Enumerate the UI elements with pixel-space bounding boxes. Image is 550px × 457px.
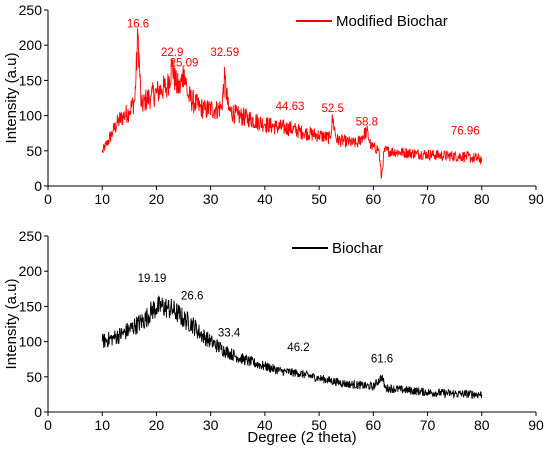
legend: Biochar (292, 240, 383, 257)
x-tick-label: 40 (257, 417, 273, 433)
peak-label: 32.59 (210, 47, 239, 59)
x-tick-label: 10 (94, 417, 110, 433)
y-tick-label: 200 (19, 37, 43, 53)
x-tick-label: 20 (149, 191, 165, 207)
y-tick-label: 100 (19, 108, 43, 124)
x-tick-label: 60 (366, 417, 382, 433)
x-tick-label: 0 (44, 417, 52, 433)
peak-label: 33.4 (218, 328, 241, 340)
x-tick-label: 30 (203, 191, 219, 207)
series-line-1 (101, 28, 483, 179)
x-tick-label: 80 (474, 417, 490, 433)
y-axis-title: Intensity (a.u) (3, 53, 20, 144)
x-tick-label: 90 (528, 191, 544, 207)
legend: Modified Biochar (296, 13, 448, 30)
y-axis-title: Intensity (a.u) (3, 279, 20, 370)
y-tick-label: 50 (26, 369, 42, 385)
peak-label: 44.63 (276, 101, 305, 113)
peak-label: 22.9 (161, 47, 183, 59)
y-tick-label: 250 (19, 228, 43, 244)
x-tick-label: 70 (420, 417, 436, 433)
peak-label: 61.6 (371, 354, 393, 366)
x-tick-label: 30 (203, 417, 219, 433)
x-tick-label: 50 (311, 191, 327, 207)
x-tick-label: 80 (474, 191, 490, 207)
series-line-1 (101, 295, 483, 399)
x-tick-label: 0 (44, 191, 52, 207)
y-tick-label: 150 (19, 72, 43, 88)
y-tick-label: 100 (19, 334, 43, 350)
y-tick-label: 200 (19, 263, 43, 279)
x-tick-label: 20 (149, 417, 165, 433)
x-tick-label: 50 (311, 417, 327, 433)
x-tick-label: 70 (420, 191, 436, 207)
peak-label: 16.6 (127, 19, 149, 31)
chart-panel-1: 0 10 20 30 40 50 60 70 80 90 0 50 100 150 200 250 Intens… (3, 2, 544, 207)
y-tick-label: 0 (34, 178, 42, 194)
y-tick-label: 0 (34, 404, 42, 420)
peak-label: 58.8 (356, 116, 378, 128)
peak-label: 46.2 (287, 342, 309, 354)
x-tick-label: 60 (366, 191, 382, 207)
y-tick-label: 150 (19, 298, 43, 314)
y-tick-label: 250 (19, 2, 43, 18)
x-tick-label: 90 (528, 417, 544, 433)
peak-label: 25.09 (170, 57, 199, 69)
y-tick-label: 50 (26, 143, 42, 159)
x-tick-label: 40 (257, 191, 273, 207)
x-axis-title: Degree (2 theta) (247, 429, 356, 446)
peak-label: 52.5 (321, 103, 343, 115)
x-tick-label: 10 (94, 191, 110, 207)
peak-label: 26.6 (181, 290, 203, 302)
peak-label: 19.19 (138, 273, 167, 285)
legend-label: Biochar (332, 240, 383, 257)
peak-label: 76.96 (451, 126, 480, 138)
legend-label: Modified Biochar (336, 13, 448, 30)
chart-panel-2: 0 10 20 30 40 50 60 70 80 90 0 50 100 150 200 250 Intens… (3, 228, 544, 446)
